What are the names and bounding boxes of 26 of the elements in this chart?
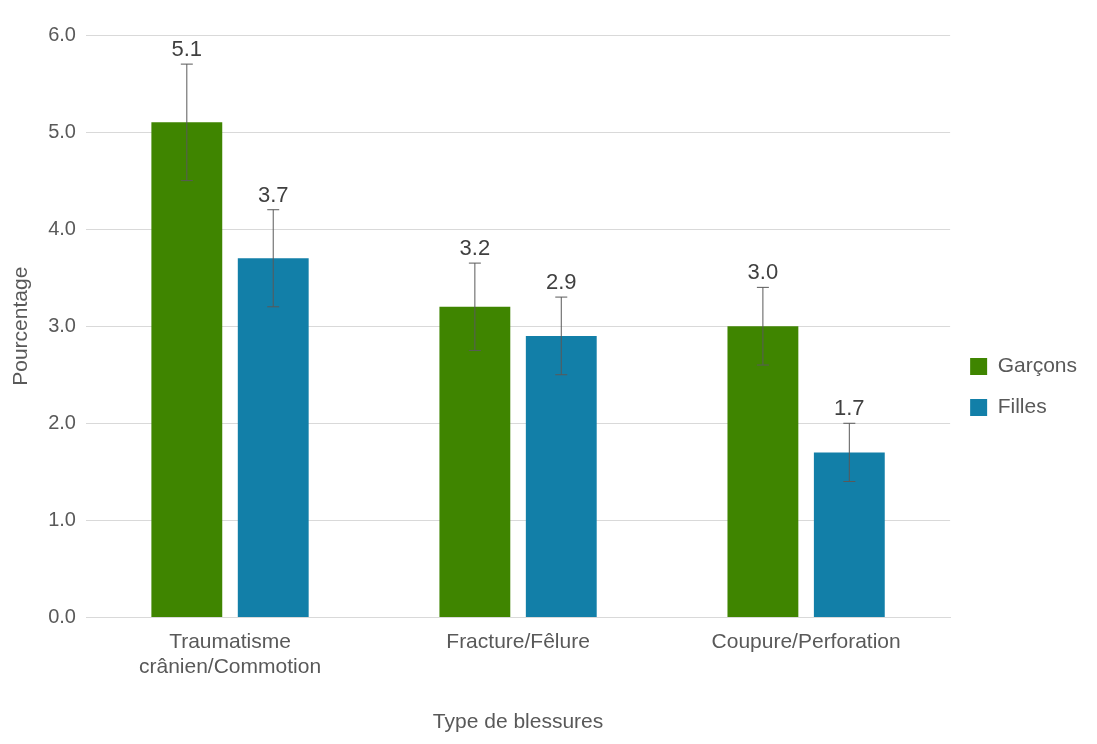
bar [727,326,799,617]
y-axis-title: Pourcentage [8,266,32,386]
legend-label: Garçons [997,353,1078,377]
y-tick-label: 1.0 [48,507,76,530]
y-tick-label: 4.0 [48,216,76,239]
x-tick-label: Fracture/Fêlure [446,628,590,652]
bar [237,258,309,617]
y-tick-label: 5.0 [48,119,76,142]
data-label: 2.9 [545,269,577,295]
x-axis-title: Type de blessures [432,709,604,733]
data-label: 3.2 [459,235,491,261]
bar [439,306,511,617]
data-label: 3.7 [257,181,289,207]
data-label: 1.7 [834,395,865,421]
x-tick-label: Traumatisme crânien/Commotion [138,628,322,677]
y-tick-label: 3.0 [48,313,76,336]
y-tick-label: 2.0 [48,410,76,433]
data-label: 3.0 [747,259,779,285]
y-tick-label: 0.0 [48,604,76,627]
bar [151,122,223,617]
bar [525,335,597,617]
data-label: 5.1 [171,36,203,62]
legend-label: Filles [997,394,1047,418]
y-tick-label: 6.0 [48,22,76,45]
bar [813,452,885,617]
x-tick-label: Coupure/Perforation [711,628,901,652]
